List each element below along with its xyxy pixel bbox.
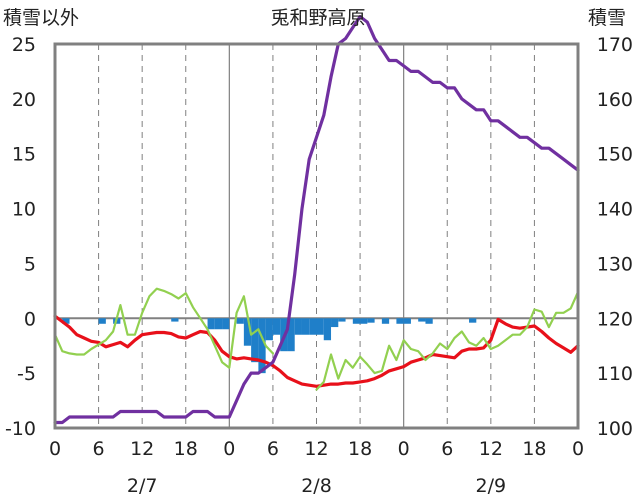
x-tick: 12	[479, 438, 503, 460]
y-left-tick: 5	[24, 253, 36, 275]
x-tick: 18	[348, 438, 372, 460]
right-axis-label: 積雪	[588, 7, 626, 29]
precip-bar	[338, 318, 346, 322]
precip-bar	[287, 318, 295, 352]
precip-bar	[360, 318, 368, 324]
precip-bar	[425, 318, 433, 324]
precip-bar	[301, 318, 310, 335]
x-tick: 0	[223, 438, 235, 460]
y-left-tick: 10	[12, 199, 36, 221]
date-label: 2/9	[476, 475, 507, 497]
y-left-tick: -10	[5, 418, 36, 440]
plot-frame	[53, 42, 580, 430]
series-line-temperature	[53, 314, 580, 388]
y-left-tick: 15	[12, 144, 36, 166]
x-tick: 12	[304, 438, 328, 460]
y-left-tick: 0	[24, 308, 36, 330]
x-tick: 0	[572, 438, 584, 460]
precip-bar	[243, 318, 252, 346]
series-line-humidity_green	[315, 290, 580, 391]
x-tick: 6	[267, 438, 279, 460]
x-tick: 0	[49, 438, 61, 460]
precip-bar	[469, 318, 477, 323]
precip-bar	[418, 318, 426, 322]
precip-bar	[171, 318, 179, 322]
series-line-humidity_green	[53, 287, 274, 369]
precip-bar	[258, 318, 266, 374]
x-tick: 18	[522, 438, 546, 460]
chart-title: 兎和野高原	[270, 7, 365, 29]
y-right-tick: 130	[597, 253, 633, 275]
precip-bar	[352, 318, 361, 324]
x-tick: 12	[130, 438, 154, 460]
y-right-tick: 160	[597, 89, 633, 111]
y-right-tick: 170	[597, 34, 633, 56]
precip-bar	[62, 318, 70, 324]
precip-bar	[236, 318, 244, 324]
x-tick: 6	[93, 438, 105, 460]
left-axis-label: 積雪以外	[3, 7, 79, 29]
precip-bar	[367, 318, 375, 323]
y-right-tick: 100	[597, 418, 633, 440]
y-left-tick: 20	[12, 89, 36, 111]
series-line-snow_depth	[53, 15, 580, 425]
precip-bar	[251, 318, 259, 363]
series-lines	[53, 15, 580, 425]
x-tick: 18	[174, 438, 198, 460]
y-right-tick: 140	[597, 199, 633, 221]
precip-bar	[265, 318, 273, 341]
precip-bar	[381, 318, 390, 324]
precip-bar	[294, 318, 302, 335]
precip-bar	[214, 318, 223, 330]
precip-bar	[207, 318, 215, 330]
grid-lines	[55, 44, 578, 428]
x-tick: 0	[398, 438, 410, 460]
precip-bar	[316, 318, 324, 335]
x-tick: 6	[441, 438, 453, 460]
precip-bar	[222, 318, 230, 330]
precip-bar	[396, 318, 404, 324]
precip-bar	[272, 318, 281, 335]
y-left-tick: -5	[17, 363, 36, 385]
y-left-tick: 25	[12, 34, 36, 56]
y-right-tick: 120	[597, 308, 633, 330]
precip-bar	[403, 318, 411, 324]
precip-bar	[331, 318, 339, 328]
precip-bar	[323, 318, 332, 341]
date-label: 2/8	[301, 475, 332, 497]
precip-bar	[309, 318, 317, 335]
precip-bar	[98, 318, 106, 324]
y-right-tick: 110	[597, 363, 633, 385]
y-right-tick: 150	[597, 144, 633, 166]
date-label: 2/7	[127, 475, 158, 497]
tick-labels: 2520151050-5-101701601501401301201101000…	[5, 34, 633, 497]
